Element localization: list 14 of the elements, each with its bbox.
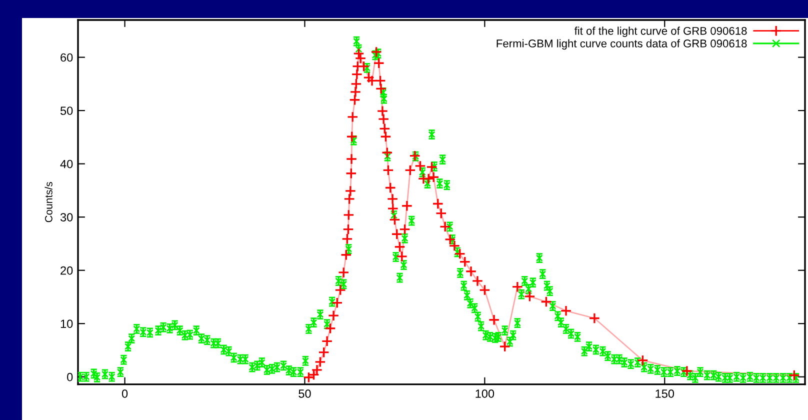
x-tick-label: 0 [122, 389, 128, 398]
x-tick-label: 50 [298, 389, 311, 398]
y-tick-label: 40 [60, 160, 73, 168]
y-tick-label: 10 [60, 320, 73, 328]
y-tick-label: 0 [67, 372, 73, 382]
y-tick-label: 20 [60, 266, 73, 275]
legend-label: Fermi-GBM light curve counts data of GRB 090618 [496, 39, 747, 50]
y-tick-label: 30 [60, 213, 73, 222]
legend-label: fit of the light curve of GRB 090618 [574, 26, 747, 38]
y-axis-title: Counts/s [44, 182, 52, 222]
y-tick-label: 60 [60, 53, 73, 62]
x-tick-label: 100 [476, 389, 494, 398]
y-tick-label: 50 [60, 106, 73, 115]
x-tick-label: 150 [656, 389, 674, 398]
